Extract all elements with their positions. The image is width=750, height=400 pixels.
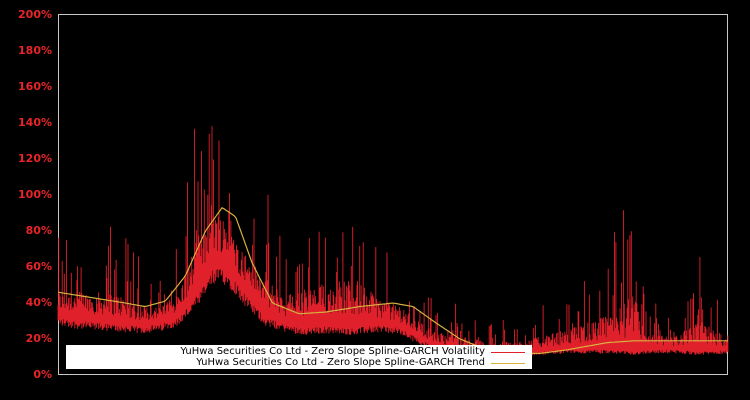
y-tick-label: 180% [18, 44, 52, 57]
legend-item-trend: YuHwa Securities Co Ltd - Zero Slope Spl… [66, 357, 532, 369]
y-tick-label: 140% [18, 116, 52, 129]
legend-label-volatility: YuHwa Securities Co Ltd - Zero Slope Spl… [180, 346, 485, 357]
y-tick-label: 0% [33, 368, 52, 381]
legend-swatch-trend [491, 363, 525, 364]
legend: YuHwa Securities Co Ltd - Zero Slope Spl… [66, 345, 532, 369]
y-tick-label: 120% [18, 152, 52, 165]
y-tick-label: 20% [25, 332, 52, 345]
legend-label-trend: YuHwa Securities Co Ltd - Zero Slope Spl… [196, 357, 485, 368]
legend-item-volatility: YuHwa Securities Co Ltd - Zero Slope Spl… [66, 346, 532, 358]
y-tick-label: 80% [25, 224, 52, 237]
y-tick-label: 100% [18, 188, 52, 201]
trend-series [57, 207, 728, 354]
y-tick-label: 40% [25, 296, 52, 309]
legend-swatch-volatility [491, 352, 525, 353]
volatility-series [57, 126, 729, 358]
plot-area [58, 14, 728, 375]
y-tick-label: 160% [18, 80, 52, 93]
y-tick-label: 200% [18, 8, 52, 21]
y-tick-label: 60% [25, 260, 52, 273]
